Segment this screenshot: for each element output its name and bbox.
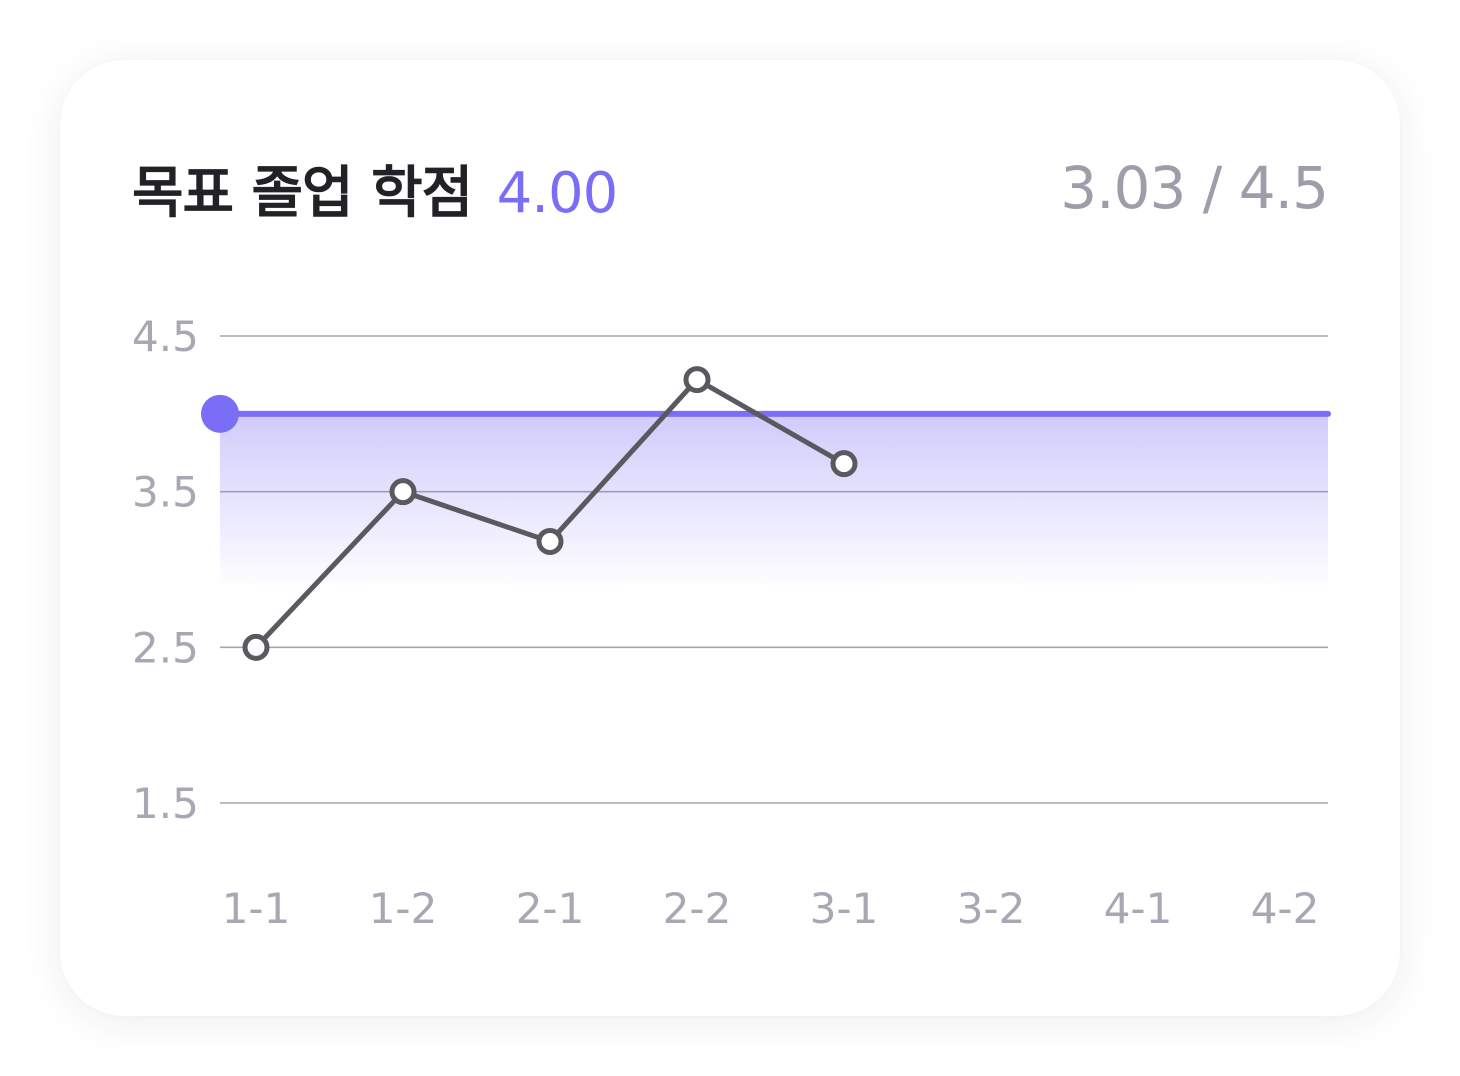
card-title: 목표 졸업 학점 4.00 (132, 148, 619, 229)
current-gpa-value: 3.03 / 4.5 (1060, 154, 1329, 222)
x-tick-label: 2-2 (663, 884, 732, 933)
data-point[interactable] (683, 366, 711, 394)
target-marker (201, 394, 239, 433)
x-tick-label: 1-1 (222, 884, 291, 933)
title-label: 목표 졸업 학점 (132, 160, 473, 226)
y-tick-label: 3.5 (132, 468, 199, 517)
data-point[interactable] (389, 478, 417, 506)
x-tick-label: 4-1 (1104, 884, 1173, 933)
y-tick-label: 2.5 (132, 623, 199, 672)
x-tick-label: 4-2 (1251, 884, 1320, 933)
data-point[interactable] (536, 527, 564, 555)
data-point[interactable] (242, 633, 270, 661)
y-tick-label: 4.5 (132, 312, 199, 361)
y-tick-label: 1.5 (132, 779, 199, 828)
x-tick-label: 1-2 (369, 884, 438, 933)
target-gpa-value: 4.00 (496, 160, 619, 226)
data-point[interactable] (830, 450, 858, 478)
x-tick-label: 3-1 (810, 884, 879, 933)
card-header: 목표 졸업 학점 4.00 3.03 / 4.5 (132, 148, 1329, 229)
x-tick-label: 3-2 (957, 884, 1026, 933)
x-tick-label: 2-1 (516, 884, 585, 933)
target-band (220, 413, 1328, 590)
